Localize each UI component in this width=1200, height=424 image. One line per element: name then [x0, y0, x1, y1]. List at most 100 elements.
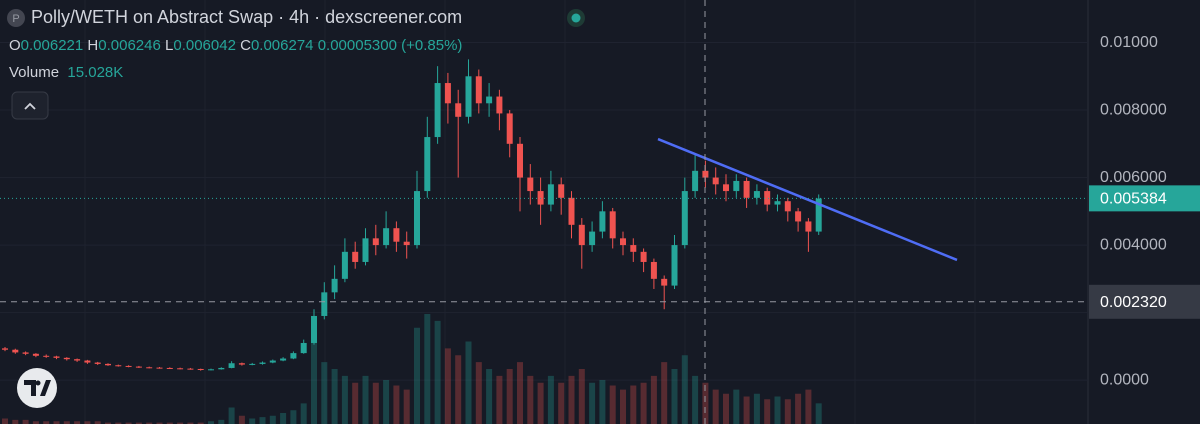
candle-body: [537, 191, 544, 205]
volume-bar: [547, 375, 554, 424]
volume-bar: [764, 399, 771, 424]
candle-body: [311, 315, 317, 343]
volume-bar: [558, 382, 565, 424]
volume-bar: [372, 382, 379, 424]
candle-body: [702, 170, 709, 178]
volume-bar: [743, 396, 750, 424]
volume-bar: [517, 362, 523, 424]
candle-body: [74, 359, 81, 361]
volume-bar: [795, 393, 802, 424]
legend-key: C: [240, 37, 251, 54]
volume-bar: [537, 382, 544, 424]
volume-bar: [197, 422, 204, 424]
volume-bar: [403, 389, 410, 424]
candle-body: [753, 191, 760, 198]
candle-body: [249, 363, 256, 365]
candle-body: [300, 342, 307, 354]
volume-bar: [177, 422, 184, 424]
y-tick-label: 0.004000: [1100, 236, 1167, 253]
ohlc-legend: O0.006221 H0.006246 L0.006042 C0.006274 …: [9, 37, 462, 54]
legend-value: 0.006246: [98, 37, 161, 54]
y-tick-label: 0.006000: [1100, 169, 1167, 186]
candle-body: [403, 241, 410, 246]
candle-body: [352, 251, 359, 262]
volume-bar: [321, 362, 328, 424]
volume-bar: [84, 421, 91, 424]
candle-body: [465, 76, 472, 117]
candle-body: [692, 170, 699, 192]
candle-body: [414, 191, 420, 246]
legend-key: O: [9, 37, 21, 54]
candle-body: [341, 251, 348, 279]
candle-body: [630, 245, 637, 252]
volume-bar: [599, 380, 606, 424]
volume-bar: [341, 375, 348, 424]
candle-body: [764, 191, 771, 205]
volume-bar: [383, 380, 390, 424]
candle-body: [187, 368, 194, 370]
candle-body: [455, 103, 462, 117]
candle-body: [105, 363, 111, 366]
crosshair-badge: [1089, 284, 1200, 319]
legend-value: 15.028K: [67, 64, 124, 81]
legend-key: H: [87, 37, 99, 54]
volume-bar: [434, 320, 441, 424]
volume-bar: [784, 399, 791, 424]
candle-body: [166, 367, 173, 369]
volume-legend: Volume 15.028K: [9, 64, 123, 81]
volume-bar: [156, 422, 163, 424]
volume-bar: [620, 389, 626, 424]
volume-bar: [352, 382, 359, 424]
volume-bar: [115, 422, 122, 424]
volume-bar: [12, 419, 19, 424]
collapse-button[interactable]: [11, 91, 49, 120]
candle-body: [63, 357, 70, 360]
candle-body: [774, 201, 781, 205]
volume-bar: [166, 422, 173, 424]
candle-body: [218, 367, 225, 370]
y-tick-label: 0.01000: [1100, 34, 1158, 51]
volume-bar: [249, 418, 256, 424]
candle-body: [362, 238, 369, 262]
y-tick-label: 0.0000: [1100, 371, 1149, 388]
candle-body: [12, 349, 19, 353]
crosshair-label: 0.002320: [1100, 294, 1167, 311]
candle-body: [558, 184, 565, 198]
volume-bar: [105, 422, 111, 424]
candle-body: [640, 251, 647, 262]
volume-bar: [94, 421, 101, 424]
chart-title: Polly/WETH on Abstract Swap · 4h · dexsc…: [31, 7, 463, 27]
candle-body: [156, 367, 163, 369]
legend-change: 0.00005300 (+0.85%): [317, 37, 463, 54]
volume-bar: [753, 393, 760, 424]
candle-body: [135, 366, 142, 368]
volume-bar: [444, 348, 451, 424]
candle-body: [424, 137, 431, 192]
volume-bar: [63, 421, 70, 424]
token-icon-letter: P: [12, 13, 19, 25]
candle-body: [805, 221, 812, 232]
candle-body: [712, 177, 719, 185]
candle-body: [681, 191, 688, 246]
volume-bar: [218, 419, 225, 424]
candle-body: [609, 211, 616, 239]
candle-body: [84, 360, 91, 363]
candle-body: [269, 360, 276, 363]
volume-bar: [640, 382, 647, 424]
candle-body: [125, 365, 132, 367]
candle-body: [238, 363, 245, 365]
candle-body: [475, 76, 482, 104]
candle-body: [115, 365, 122, 367]
volume-bar: [393, 385, 400, 424]
volume-bar: [146, 422, 153, 424]
volume-bar: [2, 418, 8, 424]
candle-body: [53, 356, 60, 358]
volume-bar: [589, 382, 596, 424]
volume-bar: [568, 375, 575, 424]
volume-bar: [311, 341, 317, 424]
candle-body: [527, 177, 534, 192]
volume-bar: [774, 396, 781, 424]
volume-bar: [187, 422, 194, 424]
candle-body: [444, 83, 451, 104]
